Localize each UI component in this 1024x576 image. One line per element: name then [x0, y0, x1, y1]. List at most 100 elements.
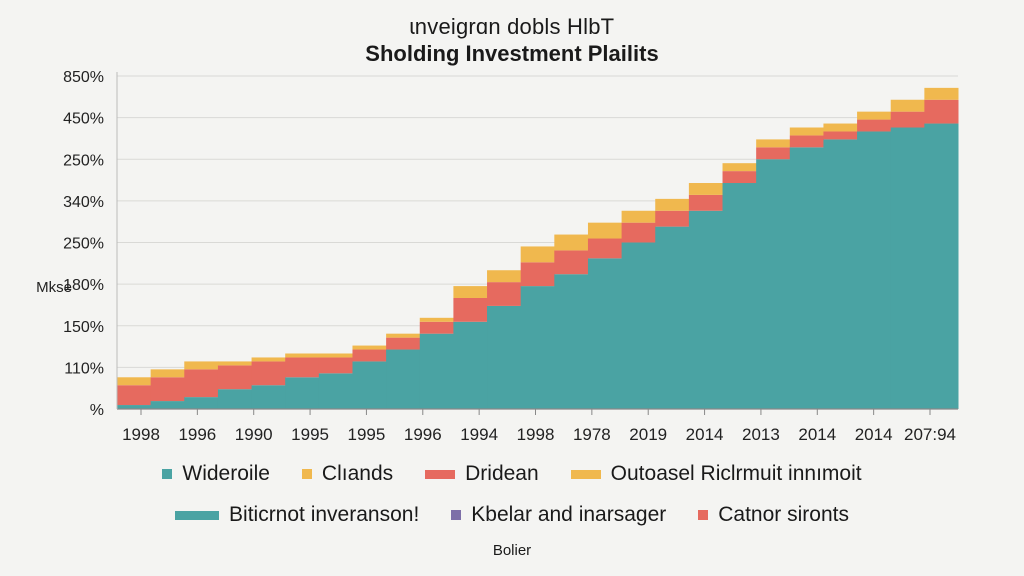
stacked-bar-segment	[789, 135, 824, 148]
stacked-bar-segment	[352, 345, 387, 350]
stacked-bar-segment	[318, 357, 353, 374]
legend-item-dridean: Dridean	[425, 462, 539, 486]
stacked-bar-segment	[117, 377, 152, 386]
stacked-bar-segment	[655, 198, 690, 211]
legend-item-catnor: Catnor sironts	[698, 503, 849, 527]
stacked-bar-segment	[318, 373, 353, 409]
stacked-bar-segment	[487, 270, 522, 283]
stacked-bar-segment	[554, 274, 589, 409]
x-tick-label: 1996	[178, 425, 216, 444]
legend-label: Wideroile	[182, 462, 270, 485]
stacked-bar-segment	[621, 222, 656, 243]
y-tick-label: 450%	[63, 111, 104, 128]
stacked-bar-segment	[823, 131, 858, 140]
stacked-bar-segment	[857, 111, 892, 120]
stacked-bar-segment	[251, 357, 286, 362]
chart-title-block: ɩnveigrɑn dobls HlbT Sholding Investment…	[0, 14, 1024, 68]
y-tick-label: 250%	[63, 236, 104, 253]
stacked-bar-segment	[587, 258, 623, 409]
stacked-bar-segment	[184, 369, 219, 398]
stacked-bar-segment	[419, 317, 454, 322]
legend-swatch	[175, 510, 220, 520]
y-axis-label: Mkse	[36, 279, 72, 296]
x-tick-label: 1998	[122, 425, 160, 444]
x-tick-label: 2014	[686, 425, 724, 444]
stacked-bar-segment	[756, 139, 791, 148]
stacked-bar-segment	[217, 365, 253, 390]
legend-swatch	[425, 469, 456, 479]
stacked-bar-segment	[688, 194, 724, 211]
x-tick-label: 2014	[798, 425, 836, 444]
stacked-bar-segment	[217, 389, 253, 409]
stacked-bar-segment	[554, 250, 589, 275]
legend-swatch	[570, 469, 601, 479]
stacked-bar-segment	[857, 131, 892, 409]
stacked-bar-segment	[453, 297, 488, 322]
legend-row-1: Wideroile Clıands Dridean Outoasel Riclr…	[0, 462, 1024, 486]
x-tick-label: 1995	[291, 425, 329, 444]
legend-swatch	[698, 510, 709, 520]
stacked-bar-segment	[890, 127, 925, 409]
stacked-bar-segment	[285, 353, 320, 358]
legend-label: Catnor sironts	[718, 503, 849, 526]
legend-label: Biticrnot inveransonǃ	[229, 503, 420, 526]
y-tick-label: 850%	[63, 69, 104, 86]
stacked-bar-segment	[117, 385, 152, 406]
legend-item-outoasel: Outoasel Riclrmuit innımoit	[570, 462, 862, 486]
stacked-bar-segment	[587, 238, 623, 259]
stacked-bar-segment	[285, 377, 320, 409]
stacked-bar-segment	[150, 401, 185, 409]
stacked-bar-segment	[924, 99, 959, 124]
y-tick-label: 150%	[63, 319, 104, 336]
legend-label: Kbelar and inarsager	[471, 503, 667, 526]
stacked-bar-segment	[857, 119, 892, 132]
stacked-bar-segment	[487, 282, 522, 306]
stacked-bar-segment	[453, 286, 488, 298]
legend-label: Dridean	[465, 462, 539, 485]
stacked-bar-segment	[352, 349, 387, 362]
stacked-bar-segment	[688, 210, 724, 409]
stacked-bar-segment	[520, 286, 555, 409]
stacked-bar-segment	[655, 226, 690, 409]
stacked-bar-segment	[621, 242, 656, 409]
stacked-bar-segment	[756, 159, 791, 409]
y-tick-label: %	[90, 402, 104, 419]
stacked-bar-segment	[823, 123, 858, 132]
x-tick-label: 1995	[348, 425, 386, 444]
y-tick-label: 110%	[64, 360, 104, 377]
stacked-bar-segment	[722, 183, 757, 409]
stacked-bar-segment	[621, 210, 656, 223]
legend-swatch	[451, 510, 462, 520]
stacked-bar-segment	[487, 305, 522, 409]
stacked-bar-segment	[184, 361, 219, 370]
y-tick-label: 180%	[63, 277, 104, 294]
chart-subtitle: Sholding Investment Plailits	[365, 41, 659, 66]
legend-item-biticrnot: Biticrnot inveransonǃ	[175, 503, 419, 527]
x-tick-label: 1998	[517, 425, 555, 444]
stacked-bar-segment	[520, 262, 555, 287]
stacked-bar-segment	[150, 377, 185, 402]
stacked-bar-segment	[251, 385, 286, 409]
x-tick-label: 1994	[460, 425, 498, 444]
stacked-bar-segment	[352, 361, 387, 409]
x-tick-label: 1996	[404, 425, 442, 444]
stacked-bar-segment	[890, 99, 925, 112]
legend-row-2: Biticrnot inveransonǃ Kbelar and inarsag…	[0, 503, 1024, 527]
legend-swatch	[162, 469, 173, 479]
stacked-bar-segment	[184, 397, 219, 409]
stacked-bar-segment	[924, 123, 959, 410]
y-tick-label: 250%	[63, 152, 104, 169]
legend-item-kbelar: Kbelar and inarsager	[451, 503, 666, 527]
stacked-bar-segment	[419, 333, 454, 409]
x-axis-label: Bolier	[492, 542, 532, 559]
stacked-bar-segment	[285, 357, 320, 378]
stacked-bar-segment	[554, 234, 589, 251]
stacked-bar-segment	[386, 333, 421, 338]
legend-item-wideroile: Wideroile	[162, 462, 270, 486]
x-tick-label: 1978	[573, 425, 611, 444]
stacked-bar-segment	[890, 111, 925, 128]
stacked-bar-segment	[117, 405, 152, 409]
stacked-bar-segment	[587, 222, 623, 239]
legend-label: Outoasel Riclrmuit innımoit	[610, 462, 862, 485]
